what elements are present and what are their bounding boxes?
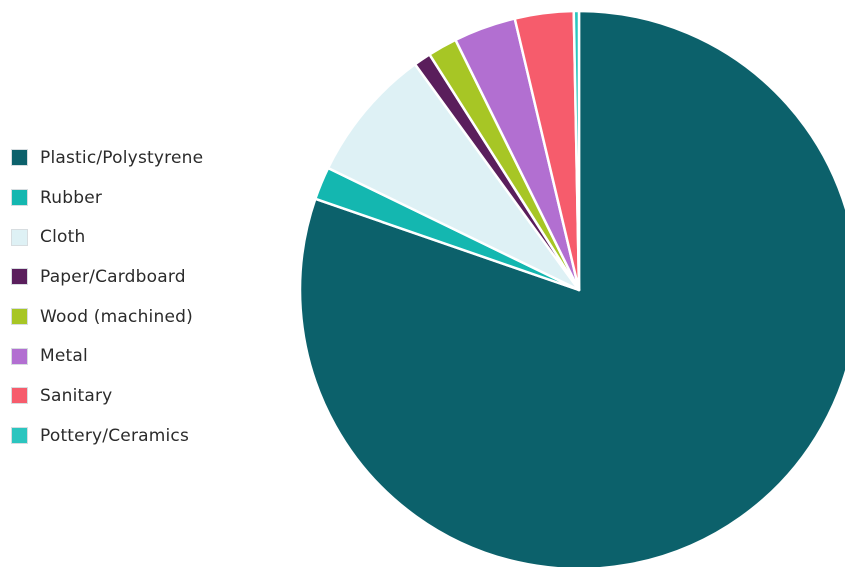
legend-item-rubber[interactable]: Rubber	[11, 178, 203, 218]
legend-label: Wood (machined)	[40, 306, 193, 327]
legend-swatch	[11, 347, 28, 365]
legend-swatch	[11, 228, 28, 246]
legend-label: Paper/Cardboard	[40, 266, 186, 287]
legend-item-wood-machined[interactable]: Wood (machined)	[11, 297, 203, 337]
pie-slice-cloth[interactable]	[326, 63, 581, 292]
legend-item-metal[interactable]: Metal	[11, 336, 203, 376]
legend-swatch	[11, 427, 28, 445]
pie-slice-pottery-ceramics[interactable]	[572, 9, 581, 292]
legend: Plastic/Polystyrene Rubber Cloth Paper/Card…	[11, 138, 203, 456]
legend-swatch	[11, 189, 28, 207]
legend-item-cloth[interactable]: Cloth	[11, 217, 203, 257]
legend-item-paper-cardboard[interactable]: Paper/Cardboard	[11, 257, 203, 297]
legend-item-sanitary[interactable]: Sanitary	[11, 376, 203, 416]
legend-label: Cloth	[40, 227, 86, 248]
legend-label: Plastic/Polystyrene	[40, 147, 204, 168]
legend-swatch	[11, 149, 28, 167]
legend-label: Sanitary	[40, 385, 113, 406]
legend-label: Rubber	[40, 187, 103, 208]
legend-label: Pottery/Ceramics	[40, 425, 190, 446]
legend-swatch	[11, 387, 28, 405]
legend-swatch	[11, 308, 28, 326]
legend-item-pottery-ceramics[interactable]: Pottery/Ceramics	[11, 416, 203, 456]
legend-item-plastic-polystyrene[interactable]: Plastic/Polystyrene	[11, 138, 203, 178]
legend-label: Metal	[40, 346, 88, 367]
legend-swatch	[11, 268, 28, 286]
